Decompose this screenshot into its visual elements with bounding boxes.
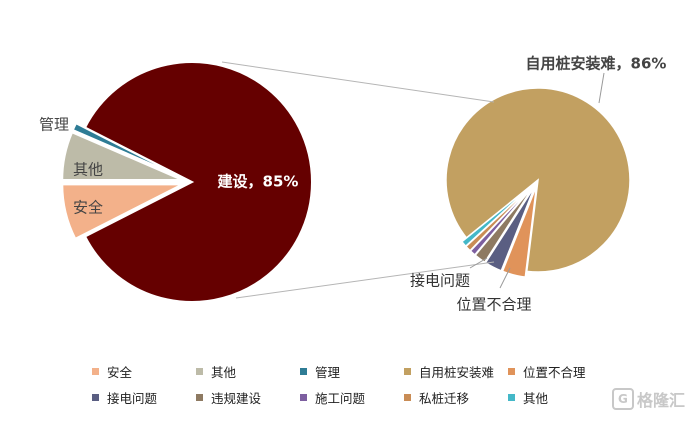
pie-slice-位置不合理 [501, 185, 538, 278]
data-label-接电问题: 接电问题 [410, 272, 470, 290]
legend-swatch [404, 367, 411, 375]
pie-slice-建设 [83, 61, 313, 303]
legend-item-接电问题: 接电问题 [92, 388, 196, 407]
leader-line-位置不合理 [499, 267, 511, 289]
legend-swatch [300, 367, 307, 375]
data-label-其他: 其他 [73, 161, 103, 179]
legend-item-自用桩安装难: 自用桩安装难 [404, 362, 508, 381]
legend-swatch [508, 393, 515, 401]
watermark: G 格隆汇 [611, 387, 685, 411]
pie-slice-其他 [460, 183, 534, 248]
pie-slice-管理 [71, 121, 184, 179]
legend-item-违规建设: 违规建设 [196, 388, 300, 407]
legend-row: 接电问题 违规建设 施工问题 私桩迁移 其他 [92, 384, 612, 410]
legend-swatch [92, 367, 99, 375]
pie-slice-自用桩安装难 [445, 87, 631, 273]
data-label-安全: 安全 [73, 199, 103, 217]
legend-label: 其他 [211, 364, 237, 380]
legend: 安全 其他 管理 自用桩安装难 位置不合理 接电问题 违规建设 施 [92, 358, 612, 410]
legend-swatch [196, 367, 203, 375]
legend-swatch [92, 393, 99, 401]
pie-slice-其他 [61, 130, 183, 181]
data-label-管理: 管理 [39, 116, 69, 134]
legend-item-位置不合理: 位置不合理 [508, 362, 612, 381]
data-label-位置不合理: 位置不合理 [456, 296, 531, 314]
data-label-建设: 建设，85% [218, 173, 299, 191]
leader-line-接电问题 [469, 257, 488, 269]
legend-row: 安全 其他 管理 自用桩安装难 位置不合理 [92, 358, 612, 384]
legend-item-管理: 管理 [300, 362, 404, 381]
pie-slice-安全 [61, 183, 183, 241]
legend-swatch [196, 393, 203, 401]
legend-item-安全: 安全 [92, 362, 196, 381]
legend-label: 管理 [315, 364, 341, 380]
watermark-logo-icon: G [611, 388, 634, 410]
legend-item-其他: 其他 [196, 362, 300, 381]
legend-swatch [508, 367, 515, 375]
legend-label: 接电问题 [107, 390, 158, 406]
legend-label: 私桩迁移 [419, 390, 470, 406]
legend-swatch [404, 393, 411, 401]
legend-item-其他-2: 其他 [508, 388, 612, 407]
legend-label: 自用桩安装难 [419, 364, 495, 380]
legend-label: 其他 [523, 390, 549, 406]
legend-label: 施工问题 [315, 390, 366, 406]
legend-label: 违规建设 [211, 390, 262, 406]
watermark-text: 格隆汇 [636, 391, 685, 410]
data-label-自用桩安装难: 自用桩安装难，86% [526, 55, 667, 73]
connector-line-bottom [235, 261, 495, 299]
legend-swatch [300, 393, 307, 401]
legend-label: 位置不合理 [523, 364, 586, 380]
connector-line-top [221, 61, 495, 103]
leader-line-自用桩安装难 [598, 72, 605, 104]
legend-item-私桩迁移: 私桩迁移 [404, 388, 508, 407]
legend-label: 安全 [107, 364, 133, 380]
legend-item-施工问题: 施工问题 [300, 388, 404, 407]
